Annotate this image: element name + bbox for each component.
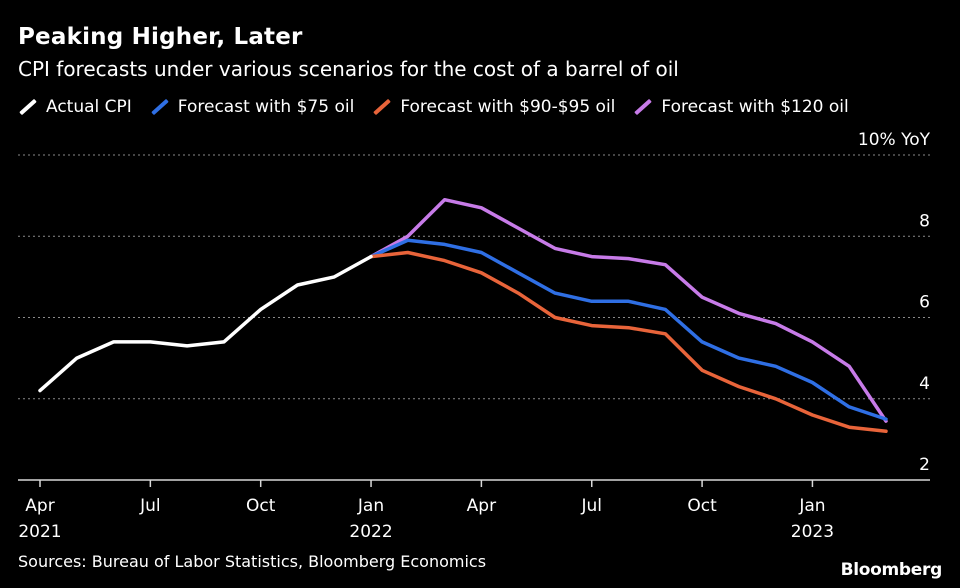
bloomberg-logo: Bloomberg — [840, 560, 943, 580]
source-note: Sources: Bureau of Labor Statistics, Blo… — [18, 552, 487, 571]
legend: Actual CPI Forecast with $75 oil Forecas… — [18, 97, 867, 117]
series-line-forecast-with-120-oil — [369, 197, 888, 423]
legend-item-forecast-90-95: Forecast with $90-$95 oil — [372, 97, 615, 117]
x-tick-label-6: Oct — [246, 496, 276, 516]
series-line-actual-cpi — [38, 254, 373, 393]
x-tick-label-3: Jul — [139, 496, 161, 516]
legend-label-actual-cpi: Actual CPI — [46, 97, 132, 117]
x-tick-year-9: 2022 — [349, 522, 392, 542]
y-tick-label-4: 4 — [919, 374, 930, 394]
y-tick-label-8: 8 — [919, 211, 930, 231]
y-tick-label-6: 6 — [919, 293, 930, 313]
chart-title: Peaking Higher, Later — [18, 24, 303, 50]
x-tick-label-18: Oct — [687, 496, 717, 516]
series-line-forecast-with-75-oil — [369, 238, 888, 421]
y-tick-label-10: 10% YoY — [858, 130, 931, 150]
x-tick-year-21: 2023 — [791, 522, 834, 542]
x-tick-label-15: Jul — [580, 496, 602, 516]
legend-label-forecast-120: Forecast with $120 oil — [661, 97, 849, 117]
legend-item-actual-cpi: Actual CPI — [18, 97, 132, 117]
x-tick-label-21: Jan — [798, 496, 825, 516]
chart-subtitle: CPI forecasts under various scenarios fo… — [18, 57, 679, 81]
legend-label-forecast-75: Forecast with $75 oil — [177, 97, 355, 117]
series-line-forecast-with-90-95-oil — [369, 250, 888, 434]
x-tick-year-0: 2021 — [18, 522, 61, 542]
legend-item-forecast-120: Forecast with $120 oil — [633, 97, 849, 117]
x-tick-label-12: Apr — [467, 496, 496, 516]
y-tick-label-2: 2 — [919, 455, 930, 475]
legend-label-forecast-90-95: Forecast with $90-$95 oil — [400, 97, 616, 117]
x-tick-label-9: Jan — [357, 496, 384, 516]
legend-item-forecast-75: Forecast with $75 oil — [150, 97, 355, 117]
x-tick-label-0: Apr — [25, 496, 54, 516]
